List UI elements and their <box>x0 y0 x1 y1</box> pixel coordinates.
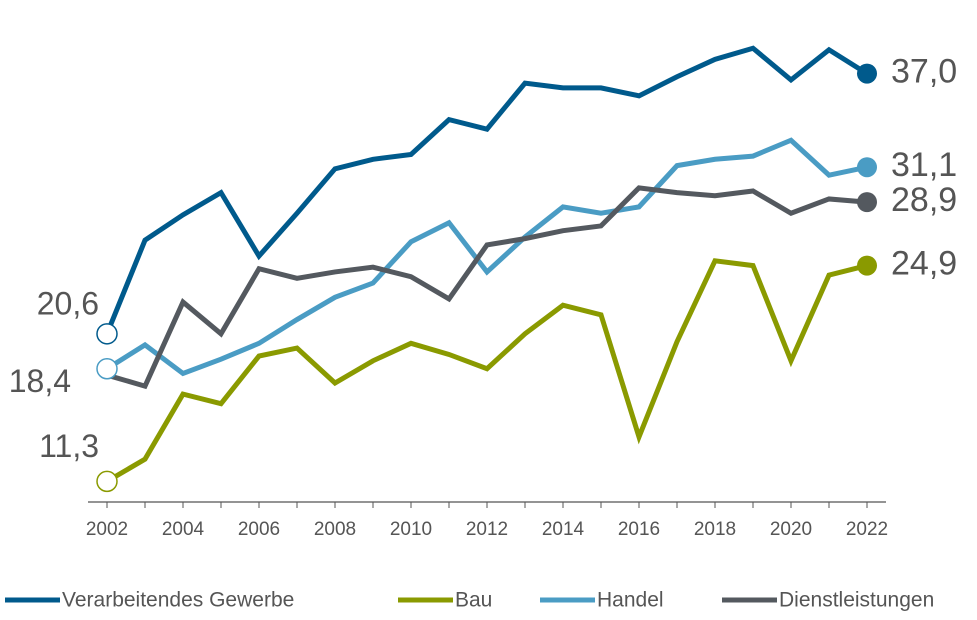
point-marker <box>857 157 877 178</box>
series-line <box>106 185 868 390</box>
legend-label: Handel <box>597 589 664 612</box>
legend-label: Verarbeitendes Gewerbe <box>62 589 294 612</box>
point-marker <box>96 323 118 345</box>
x-tick-label: 2016 <box>618 519 660 540</box>
point-marker <box>96 357 118 380</box>
x-tick-label: 2004 <box>162 519 205 540</box>
point-marker <box>96 470 118 493</box>
value-label: 31,1 <box>891 146 957 184</box>
x-tick-label: 2010 <box>390 519 432 540</box>
x-tick-label: 2020 <box>770 519 812 540</box>
value-label: 20,6 <box>37 285 99 321</box>
x-tick-label: 2014 <box>542 519 585 540</box>
value-label: 24,9 <box>891 245 957 283</box>
value-label: 18,4 <box>9 363 71 399</box>
value-label: 11,3 <box>39 428 99 464</box>
point-marker <box>857 63 877 84</box>
x-tick-label: 2002 <box>86 519 128 540</box>
x-tick-label: 2006 <box>238 519 280 540</box>
value-label: 37,0 <box>891 53 957 91</box>
value-label: 28,9 <box>891 181 957 219</box>
x-tick-label: 2012 <box>466 519 508 540</box>
series-line <box>105 137 868 377</box>
point-marker <box>857 255 877 276</box>
legend-label: Bau <box>455 589 492 612</box>
x-tick-label: 2022 <box>846 519 888 540</box>
x-tick-label: 2018 <box>694 519 736 540</box>
series-line <box>105 258 868 484</box>
x-tick-label: 2008 <box>314 519 356 540</box>
series-line <box>104 45 869 335</box>
point-marker <box>857 192 877 213</box>
legend-label: Dienstleistungen <box>779 589 934 612</box>
